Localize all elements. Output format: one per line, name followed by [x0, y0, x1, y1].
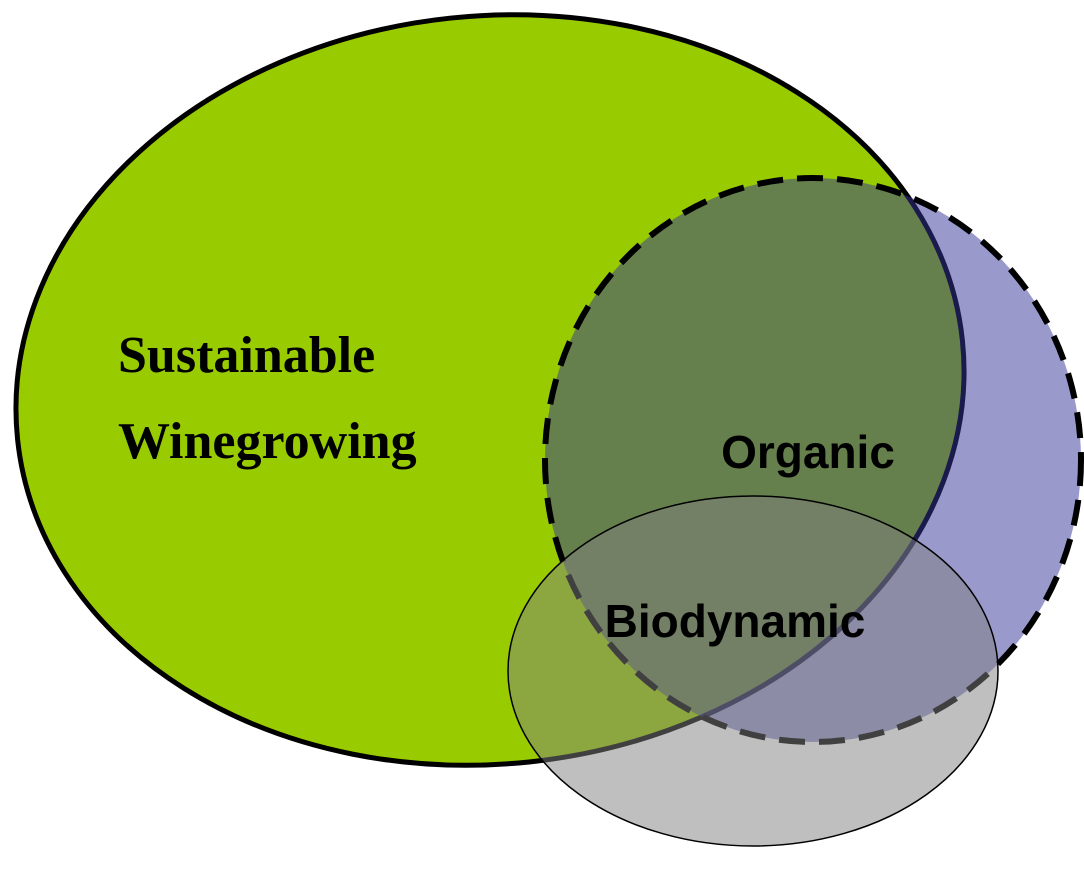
- set-label: Biodynamic: [605, 595, 866, 647]
- biodynamic-set: [507, 495, 999, 847]
- set-label: Organic: [721, 426, 895, 478]
- set-label: Sustainable: [118, 327, 375, 384]
- set-label: Winegrowing: [118, 413, 417, 470]
